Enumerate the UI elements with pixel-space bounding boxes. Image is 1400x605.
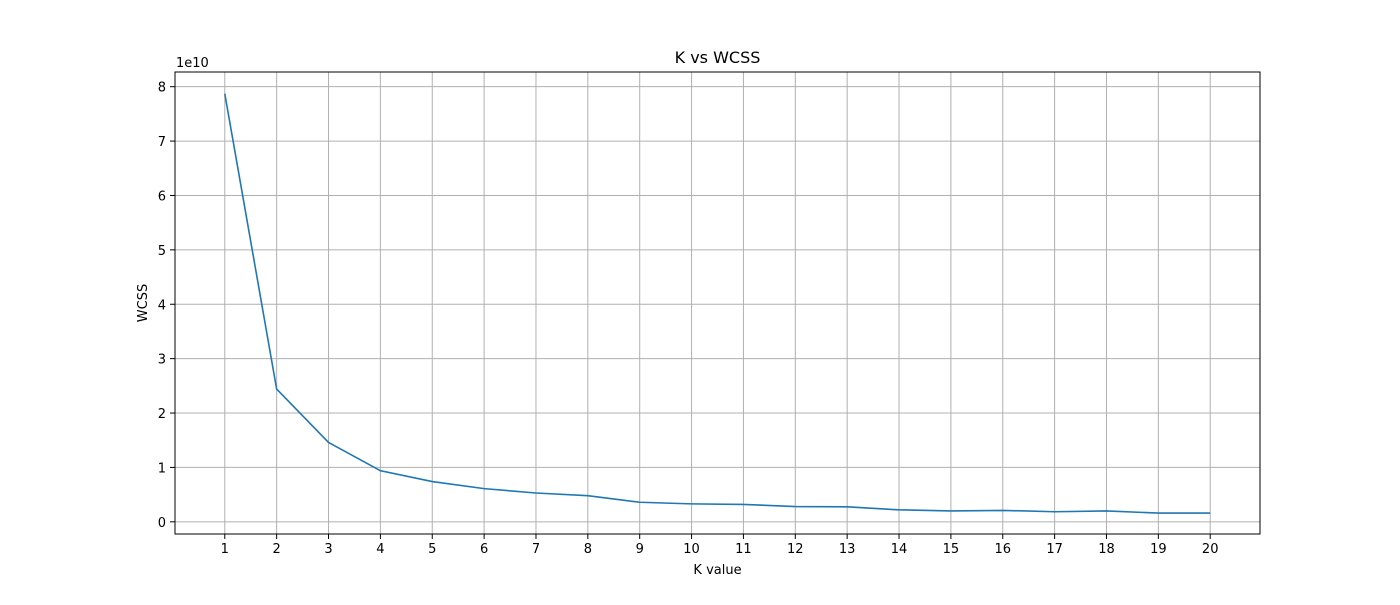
x-tick-label: 18 [1098, 542, 1115, 557]
x-tick-label: 7 [532, 542, 540, 557]
x-tick-label: 11 [735, 542, 752, 557]
y-tick-label: 7 [158, 135, 166, 150]
y-tick-label: 8 [158, 81, 166, 96]
y-tick-label: 3 [158, 353, 166, 368]
y-tick-label: 6 [158, 189, 166, 204]
y-axis-offset-label: 1e10 [176, 56, 209, 71]
x-axis-label: K value [693, 563, 741, 578]
series-line [224, 93, 1211, 514]
y-axis-label: WCSS [136, 284, 151, 322]
x-tick-label: 12 [787, 542, 804, 557]
x-tick-label: 3 [324, 542, 332, 557]
y-tick-label: 2 [158, 407, 166, 422]
x-tick-label: 20 [1202, 542, 1219, 557]
x-tick-label: 14 [891, 542, 908, 557]
x-tick-label: 6 [480, 542, 488, 557]
x-tick-label: 2 [273, 542, 281, 557]
y-tick-label: 1 [158, 461, 166, 476]
x-tick-label: 17 [1046, 542, 1063, 557]
x-tick-label: 19 [1150, 542, 1167, 557]
chart-title: K vs WCSS [675, 48, 761, 67]
x-tick-label: 16 [994, 542, 1011, 557]
grid [175, 72, 1260, 534]
x-tick-label: 10 [683, 542, 700, 557]
x-tick-label: 13 [839, 542, 856, 557]
series-layer [224, 93, 1211, 514]
plot-frame [174, 71, 1261, 535]
x-tick-label: 5 [428, 542, 436, 557]
y-tick-label: 5 [158, 244, 166, 259]
x-tick-label: 8 [584, 542, 592, 557]
x-tick-label: 9 [636, 542, 644, 557]
x-tick-label: 15 [943, 542, 960, 557]
y-tick-label: 0 [158, 516, 166, 531]
x-tick-label: 4 [376, 542, 384, 557]
x-tick-label: 1 [221, 542, 229, 557]
y-tick-label: 4 [158, 298, 166, 313]
